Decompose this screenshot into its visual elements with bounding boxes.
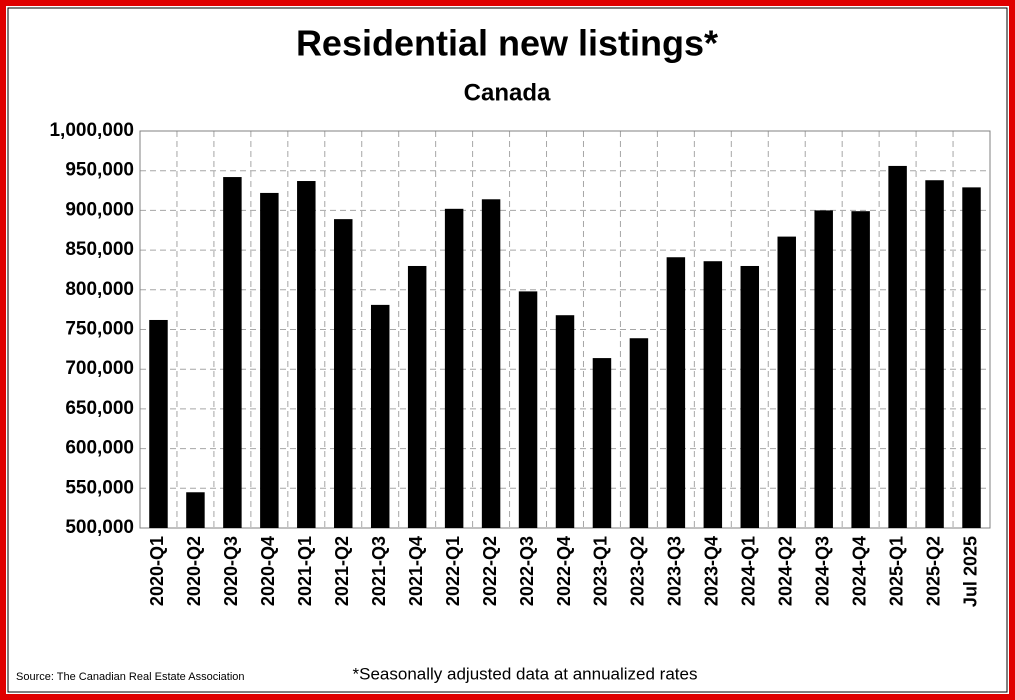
source: Source: The Canadian Real Estate Associa… xyxy=(16,671,245,683)
bar xyxy=(740,265,760,528)
bar xyxy=(777,236,796,529)
x-tick-label: Jul 2025 xyxy=(960,536,980,607)
x-tick-label: 2025-Q2 xyxy=(923,536,943,606)
x-tick-label: 2021-Q1 xyxy=(295,536,315,606)
bar xyxy=(186,492,205,528)
y-tick-label: 950,000 xyxy=(65,160,134,181)
bar xyxy=(814,210,833,528)
x-tick-label: 2022-Q4 xyxy=(554,536,574,606)
x-tick-label: 2021-Q4 xyxy=(406,536,426,606)
bar xyxy=(481,199,501,528)
x-tick-label: 2020-Q4 xyxy=(258,536,278,606)
y-tick-label: 550,000 xyxy=(65,477,134,498)
y-tick-label: 850,000 xyxy=(65,239,134,260)
bar xyxy=(703,261,723,528)
bar xyxy=(629,338,649,528)
x-tick-label: 2021-Q2 xyxy=(332,536,352,606)
x-tick-label: 2020-Q2 xyxy=(184,536,204,606)
bar xyxy=(260,192,279,528)
x-tick-label: 2020-Q3 xyxy=(221,536,241,606)
bar xyxy=(666,257,686,528)
y-tick-label: 500,000 xyxy=(65,517,134,538)
bar xyxy=(555,315,575,528)
y-tick-label: 900,000 xyxy=(65,199,134,220)
y-tick-label: 700,000 xyxy=(65,358,134,379)
x-tick-label: 2023-Q4 xyxy=(702,536,722,606)
x-tick-label: 2020-Q1 xyxy=(147,536,167,606)
x-tick-label: 2023-Q3 xyxy=(665,536,685,606)
bar xyxy=(888,165,907,528)
chart-subtitle: Canada xyxy=(464,79,551,106)
y-tick-label: 600,000 xyxy=(65,438,134,459)
bar xyxy=(518,291,538,528)
y-tick-label: 650,000 xyxy=(65,398,134,419)
bar xyxy=(334,219,353,528)
x-tick-label: 2025-Q1 xyxy=(886,536,906,606)
x-tick-label: 2022-Q3 xyxy=(517,536,537,606)
y-tick-label: 800,000 xyxy=(65,279,134,300)
x-tick-label: 2024-Q4 xyxy=(849,536,869,606)
bar xyxy=(851,211,870,528)
x-tick-label: 2022-Q2 xyxy=(480,536,500,606)
x-tick-label: 2024-Q1 xyxy=(739,536,759,606)
bar xyxy=(962,187,981,528)
note: *Seasonally adjusted data at annualized … xyxy=(353,664,698,683)
x-tick-label: 2024-Q2 xyxy=(775,536,795,606)
bar xyxy=(297,181,316,528)
bar xyxy=(370,304,390,528)
x-tick-label: 2024-Q3 xyxy=(812,536,832,606)
x-tick-label: 2022-Q1 xyxy=(443,536,463,606)
bar xyxy=(925,180,944,528)
y-tick-label: 750,000 xyxy=(65,319,134,340)
chart-title: Residential new listings* xyxy=(296,23,718,64)
bar xyxy=(149,319,168,528)
inner-frame xyxy=(7,7,1008,693)
bar xyxy=(407,265,427,528)
y-tick-label: 1,000,000 xyxy=(49,120,134,141)
x-tick-label: 2021-Q3 xyxy=(369,536,389,606)
x-tick-label: 2023-Q2 xyxy=(628,536,648,606)
x-tick-label: 2023-Q1 xyxy=(591,536,611,606)
bar xyxy=(592,358,612,528)
bar xyxy=(444,208,464,528)
bar xyxy=(223,177,242,528)
